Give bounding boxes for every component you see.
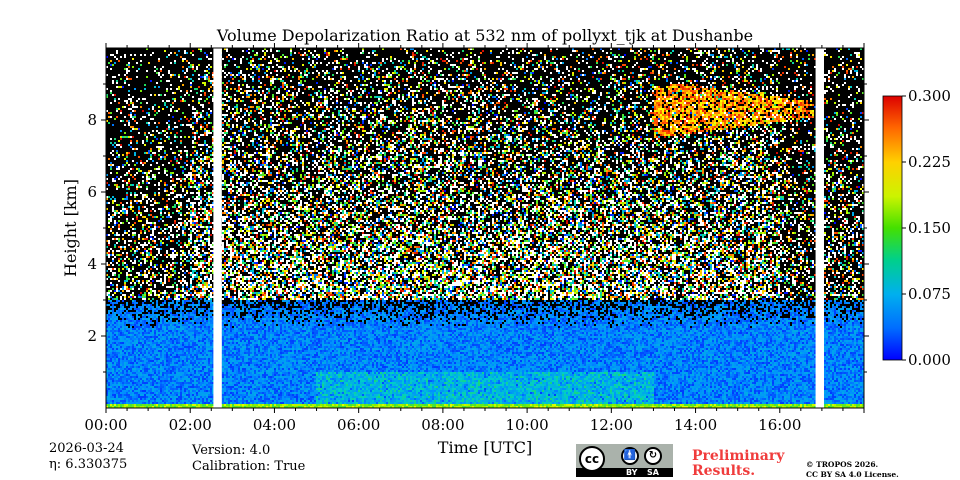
heatmap-image [106, 48, 864, 408]
x-tick-label: 02:00 [169, 416, 212, 434]
person-icon: 🚹 [621, 447, 639, 465]
colorbar [882, 95, 903, 361]
copyright-line-2: CC BY SA 4.0 License. [806, 470, 899, 479]
colorbar-tick-label: 0.150 [908, 219, 951, 237]
copyright-note: © TROPOS 2026. CC BY SA 4.0 License. [806, 460, 899, 480]
x-tick-label: 10:00 [505, 416, 548, 434]
y-tick-label: 2 [87, 327, 97, 345]
x-tick-label: 04:00 [253, 416, 296, 434]
preliminary-line-1: Preliminary [692, 448, 785, 464]
info-mid: Version: 4.0 Calibration: True [192, 443, 305, 475]
eta-label: η: 6.330375 [49, 457, 128, 472]
sa-label: SA [647, 468, 659, 477]
x-tick-label: 08:00 [421, 416, 464, 434]
heatmap-area [105, 47, 865, 409]
share-alike-icon: ↻ [644, 447, 662, 465]
cc-icon: cc [579, 446, 605, 472]
data-gap [815, 48, 824, 408]
preliminary-note: Preliminary Results. [692, 449, 784, 479]
colorbar-tick-label: 0.300 [908, 87, 951, 105]
y-tick-label: 4 [87, 255, 97, 273]
colorbar-tick-label: 0.225 [908, 153, 951, 171]
colorbar-ticks: 0.000 0.075 0.150 0.225 0.300 [902, 87, 951, 369]
colorbar-tick-label: 0.075 [908, 285, 951, 303]
calibration-label: Calibration: True [192, 459, 306, 474]
chart-title: Volume Depolarization Ratio at 532 nm of… [216, 26, 753, 45]
x-axis-label: Time [UTC] [438, 438, 532, 457]
x-tick-label: 00:00 [84, 416, 127, 434]
x-axis: 00:00 02:00 04:00 06:00 08:00 10:00 12:00 14:00… [84, 43, 865, 434]
x-tick-label: 14:00 [674, 416, 717, 434]
y-tick-label: 8 [87, 111, 97, 129]
version-label: Version: 4.0 [192, 443, 271, 458]
preliminary-line-2: Results. [692, 463, 756, 479]
x-tick-label: 12:00 [590, 416, 633, 434]
y-axis-label: Height [km] [61, 179, 80, 277]
x-tick-label: 16:00 [758, 416, 801, 434]
data-gap [213, 48, 222, 408]
by-label: BY [626, 468, 638, 477]
y-axis: 2 4 6 8 [87, 83, 869, 373]
copyright-line-1: © TROPOS 2026. [806, 460, 879, 469]
y-tick-label: 6 [87, 183, 97, 201]
x-tick-label: 06:00 [337, 416, 380, 434]
info-left: 2026-03-24 η: 6.330375 [49, 441, 127, 473]
colorbar-tick-label: 0.000 [908, 351, 951, 369]
data-gaps [213, 48, 824, 408]
cc-license-badge: cc 🚹 ↻ BY SA [576, 444, 673, 477]
date-label: 2026-03-24 [49, 441, 124, 456]
